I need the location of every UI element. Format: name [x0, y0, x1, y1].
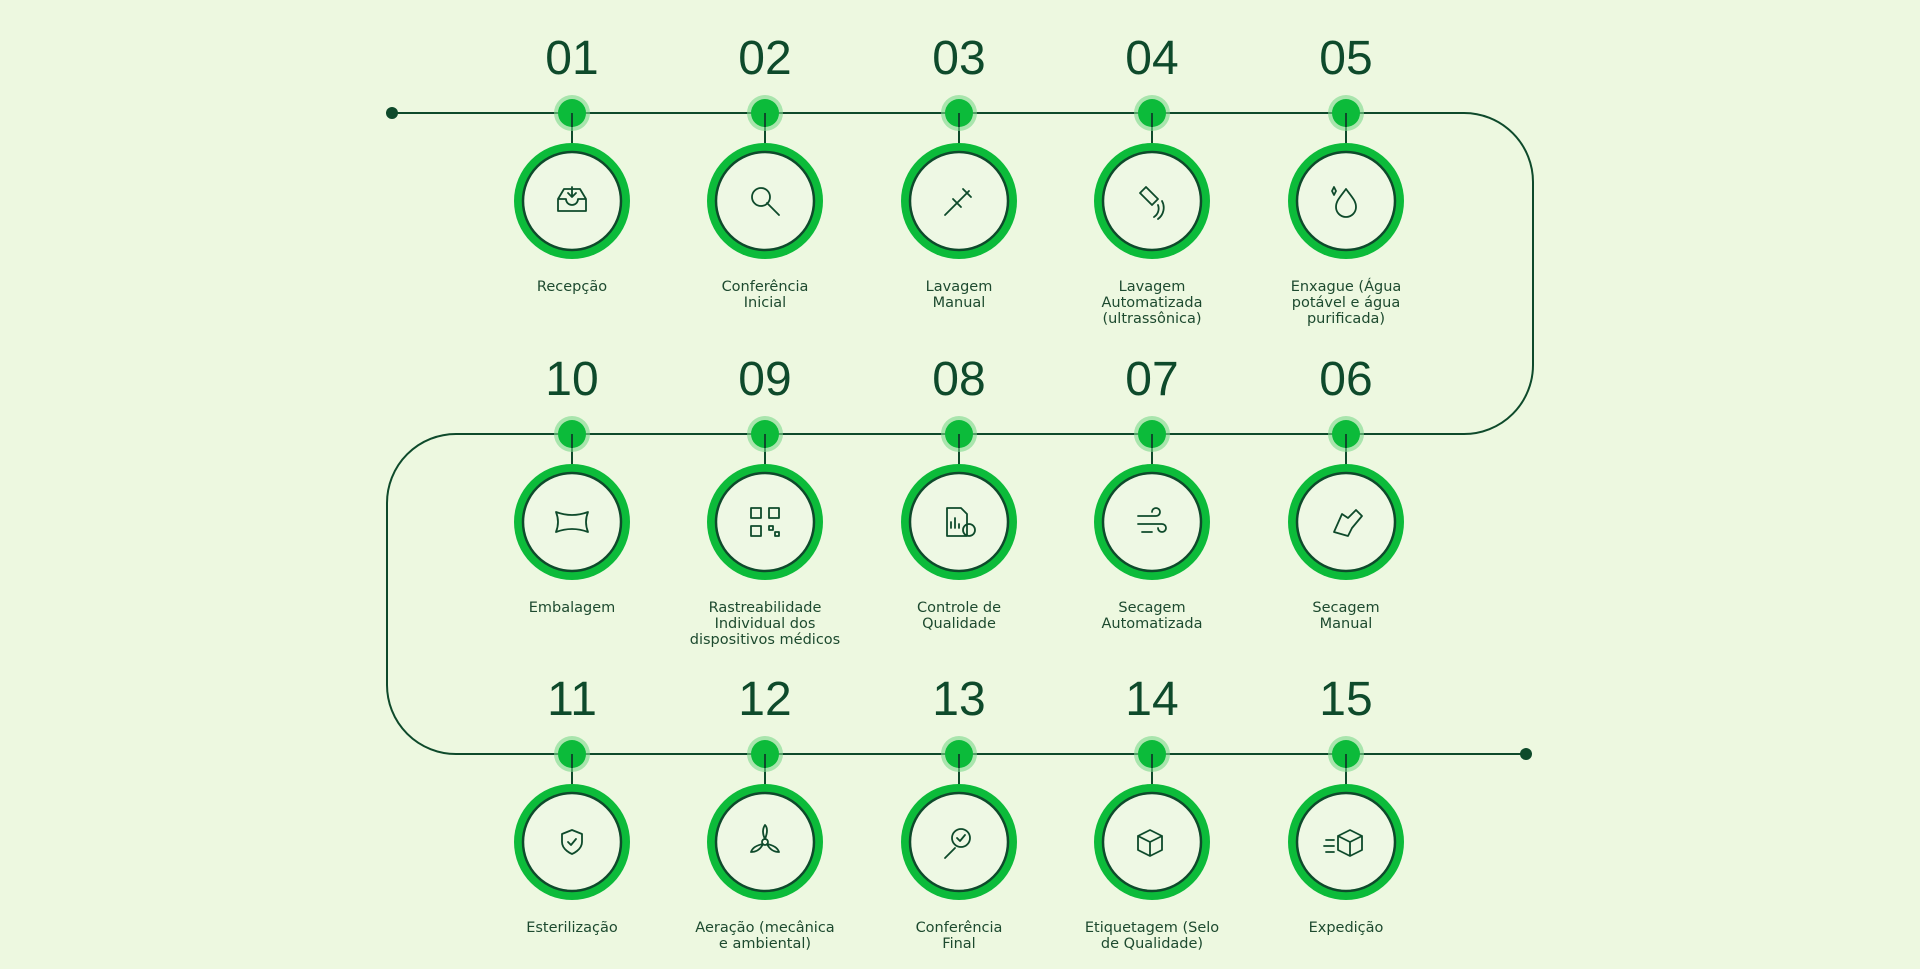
step-label: Secagem — [1312, 600, 1379, 616]
step-label: Recepção — [537, 279, 607, 295]
icon — [1137, 507, 1167, 533]
step-label: Conferência — [916, 920, 1003, 936]
step-number: 13 — [932, 673, 985, 726]
step-number: 10 — [545, 353, 598, 406]
icon — [555, 511, 589, 533]
step: 15 Expedição — [1288, 673, 1404, 936]
step-label: potável e água — [1292, 295, 1400, 311]
step: 11 Esterilização — [514, 673, 630, 936]
step-label: Expedição — [1309, 920, 1384, 936]
step-number: 03 — [932, 32, 985, 85]
icon — [1333, 509, 1363, 537]
step-label: Enxague (Água — [1291, 278, 1402, 295]
icon — [1331, 186, 1357, 218]
step-label: Controle de — [917, 600, 1001, 616]
icon-ring-inner — [714, 791, 816, 893]
step-number: 09 — [738, 353, 791, 406]
step-label: Etiquetagem (Selo — [1085, 920, 1219, 936]
icon-ring-inner — [1295, 791, 1397, 893]
icon — [946, 507, 976, 537]
step-number: 07 — [1125, 353, 1178, 406]
icon — [1139, 186, 1165, 220]
icon-ring-inner — [1295, 471, 1397, 573]
icon — [750, 824, 780, 853]
step-label: Inicial — [744, 295, 786, 311]
icon-ring-inner — [908, 471, 1010, 573]
step-label: Embalagem — [529, 600, 616, 616]
step-label: dispositivos médicos — [690, 632, 840, 648]
icon — [1323, 829, 1363, 857]
step-label: e ambiental) — [719, 936, 811, 952]
icon — [557, 186, 587, 212]
step-number: 11 — [547, 673, 597, 726]
step-label: Conferência — [722, 279, 809, 295]
step-label: Manual — [933, 295, 986, 311]
step-label: Secagem — [1118, 600, 1185, 616]
step: 01 Recepção — [514, 32, 630, 295]
icon — [561, 829, 583, 855]
step-label: Aeração (mecânica — [695, 920, 834, 936]
icon-ring-inner — [1295, 150, 1397, 252]
step-label: Final — [942, 936, 975, 952]
step: 10 Embalagem — [514, 353, 630, 616]
step-label: Qualidade — [922, 616, 996, 632]
icon-ring-inner — [521, 791, 623, 893]
start-dot — [386, 107, 398, 119]
step-number: 08 — [932, 353, 985, 406]
icon — [750, 507, 780, 537]
step-label: de Qualidade) — [1101, 936, 1203, 952]
step-number: 04 — [1125, 32, 1178, 85]
step-number: 02 — [738, 32, 791, 85]
icon-ring-inner — [521, 471, 623, 573]
step-number: 05 — [1319, 32, 1372, 85]
icon-ring-inner — [714, 150, 816, 252]
icon-ring-inner — [714, 471, 816, 573]
icon — [944, 828, 971, 859]
step-number: 15 — [1319, 673, 1372, 726]
icon — [1137, 829, 1163, 857]
step-number: 14 — [1125, 673, 1178, 726]
icon-ring-inner — [1101, 150, 1203, 252]
step-label: Lavagem — [1119, 279, 1186, 295]
step-label: Manual — [1320, 616, 1373, 632]
icon — [944, 188, 972, 216]
step-label: Esterilização — [526, 920, 618, 936]
icon-ring-inner — [521, 150, 623, 252]
end-dot — [1520, 748, 1532, 760]
step-label: purificada) — [1307, 311, 1385, 327]
step-number: 06 — [1319, 353, 1372, 406]
step-label: (ultrassônica) — [1102, 311, 1201, 327]
icon-ring-inner — [908, 791, 1010, 893]
step-label: Automatizada — [1102, 295, 1203, 311]
icon-ring-inner — [1101, 471, 1203, 573]
step-label: Lavagem — [926, 279, 993, 295]
step-number: 01 — [545, 32, 598, 85]
step-label: Individual dos — [715, 616, 816, 632]
step-label: Automatizada — [1102, 616, 1203, 632]
icon — [751, 187, 780, 216]
step-label: Rastreabilidade — [709, 600, 822, 616]
step-number: 12 — [738, 673, 791, 726]
